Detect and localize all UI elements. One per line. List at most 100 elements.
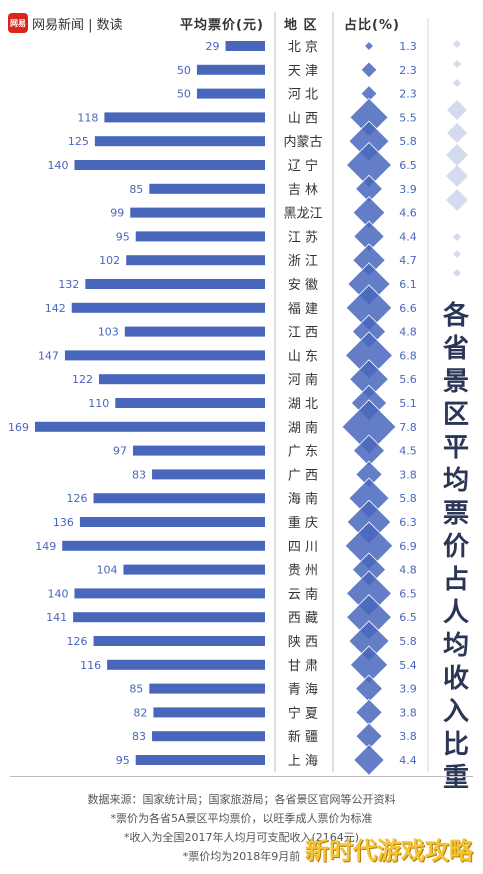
price-bar — [107, 659, 265, 670]
region-label: 西 藏 — [288, 611, 318, 626]
ratio-diamond — [360, 61, 378, 79]
side-title-char: 价 — [442, 532, 469, 562]
side-title-char: 票 — [442, 499, 469, 529]
price-label: 97 — [113, 445, 127, 458]
header-region: 地 区 — [284, 18, 318, 33]
price-label: 122 — [72, 373, 93, 386]
side-title-char: 景 — [442, 367, 469, 397]
side-title-char: 入 — [442, 697, 469, 727]
price-label: 85 — [129, 183, 143, 196]
note-line: *票价均为2018年9月前 — [182, 850, 301, 863]
price-bar — [123, 564, 265, 575]
ratio-diamond — [353, 744, 385, 776]
price-bar — [149, 183, 265, 194]
side-title-char: 均 — [442, 466, 469, 496]
legend-diamond-icon — [453, 269, 461, 277]
ratio-label: 3.8 — [399, 730, 417, 743]
ratio-label: 2.3 — [399, 88, 417, 101]
region-label: 吉 林 — [288, 183, 318, 198]
ratio-label: 5.4 — [399, 659, 417, 672]
price-label: 140 — [47, 587, 68, 600]
price-bar — [79, 517, 265, 527]
region-label: 山 西 — [288, 111, 318, 126]
price-bar — [225, 41, 265, 51]
legend-diamond-icon — [446, 189, 468, 211]
price-label: 140 — [47, 159, 68, 172]
price-bar — [94, 136, 266, 147]
price-bar — [104, 112, 265, 123]
region-label: 云 南 — [288, 586, 318, 602]
ratio-label: 6.5 — [399, 587, 417, 600]
region-label: 黑龙江 — [283, 207, 322, 222]
side-title-char: 重 — [442, 763, 469, 793]
region-label: 福 建 — [288, 302, 318, 317]
side-title-char: 占 — [442, 565, 469, 595]
price-bar — [135, 755, 265, 765]
ratio-label: 5.1 — [399, 397, 417, 410]
price-bar — [64, 350, 265, 361]
region-label: 安 徽 — [288, 278, 318, 293]
ratio-label: 5.6 — [399, 373, 417, 386]
region-label: 重 庆 — [288, 515, 318, 531]
region-label: 河 南 — [288, 372, 318, 388]
legend-diamond-icon — [453, 233, 461, 241]
ratio-label: 6.8 — [399, 349, 417, 362]
price-bar — [135, 231, 265, 242]
price-bar — [93, 636, 265, 646]
ratio-label: 6.3 — [399, 516, 417, 529]
price-label: 126 — [67, 492, 88, 505]
price-label: 126 — [67, 635, 88, 648]
region-label: 河 北 — [288, 88, 318, 103]
watermark: 新时代游戏攻略 — [305, 837, 473, 865]
ratio-label: 2.3 — [399, 64, 417, 77]
footer-divider — [10, 776, 473, 777]
ratio-label: 4.8 — [399, 564, 417, 577]
price-label: 95 — [116, 230, 130, 243]
region-label: 广 东 — [288, 445, 318, 460]
ratio-label: 4.6 — [399, 207, 417, 220]
side-title-char: 人 — [442, 598, 469, 628]
price-bar — [124, 326, 266, 337]
side-title-char: 省 — [442, 334, 469, 364]
ratio-label: 4.5 — [399, 445, 417, 458]
ratio-label: 5.8 — [399, 135, 417, 148]
side-title-char: 各 — [442, 301, 469, 331]
netease-logo-icon: 网易 — [8, 13, 28, 33]
region-label: 江 西 — [288, 326, 318, 341]
legend-diamond-icon — [447, 123, 467, 143]
region-label: 四 川 — [288, 540, 318, 555]
ratio-label: 3.8 — [399, 468, 417, 481]
ratio-label: 3.8 — [399, 706, 417, 719]
region-label: 浙 江 — [288, 254, 318, 269]
header-ratio: 占比(%) — [344, 18, 400, 33]
price-bar — [93, 493, 265, 504]
note-line: *票价为各省5A景区平均票价，以旺季成人票价为标准 — [110, 812, 373, 825]
region-label: 青 海 — [288, 683, 318, 698]
ratio-diamond — [363, 40, 375, 52]
price-bar — [152, 731, 265, 742]
region-label: 天 津 — [288, 64, 318, 79]
price-bar — [153, 707, 265, 718]
region-label: 辽 宁 — [288, 158, 318, 174]
price-bar — [152, 469, 265, 480]
price-label: 95 — [116, 754, 130, 767]
price-bar — [130, 207, 265, 218]
legend-diamond-icon — [446, 144, 468, 166]
region-label: 宁 夏 — [288, 705, 318, 721]
legend-diamond-icon — [453, 40, 461, 48]
ratio-label: 4.4 — [399, 754, 417, 767]
legend-diamond-icon — [447, 100, 467, 120]
price-label: 116 — [80, 659, 101, 672]
side-title-char: 比 — [442, 730, 469, 760]
side-title-char: 收 — [442, 664, 469, 694]
price-label: 147 — [38, 349, 59, 362]
region-label: 北 京 — [288, 40, 318, 55]
brand-text: 网易新闻 | 数读 — [32, 17, 123, 33]
ratio-label: 5.8 — [399, 635, 417, 648]
price-label: 50 — [177, 88, 191, 101]
side-title-char: 平 — [442, 433, 469, 463]
ratio-label: 4.4 — [399, 230, 417, 243]
price-bar — [35, 421, 265, 432]
source-notes: 数据来源：国家统计局；国家旅游局；各省景区官网等公开资料 *票价为各省5A景区平均… — [0, 790, 483, 866]
price-bar — [196, 64, 265, 75]
